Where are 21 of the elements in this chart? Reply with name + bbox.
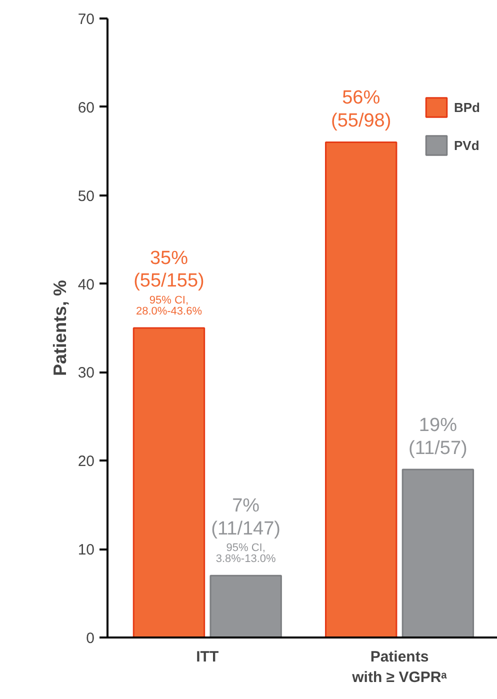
- y-axis-title: Patients, %: [50, 280, 70, 376]
- data-label: 19% (11/57): [408, 414, 468, 459]
- bar: [132, 327, 206, 638]
- y-tick-label: 0: [86, 630, 94, 647]
- legend-label: PVd: [454, 138, 480, 152]
- y-tick-label: 10: [78, 542, 95, 559]
- y-tick-label: 30: [78, 364, 95, 382]
- y-tick-label: 70: [78, 11, 95, 28]
- y-tick-label: 40: [78, 276, 95, 294]
- data-label: 7% (11/147) 95% CI, 3.8%-13.0%: [211, 495, 281, 565]
- legend-label: BPd: [454, 100, 480, 114]
- x-tick-label: ITT: [196, 648, 219, 666]
- bar: [324, 142, 398, 638]
- y-tick-label: 60: [78, 99, 95, 116]
- y-tick-label: 20: [78, 453, 95, 470]
- y-tick-label: 50: [78, 188, 95, 205]
- data-label: 35% (55/155) 95% CI, 28.0%-43.6%: [134, 248, 204, 318]
- bar: [210, 574, 282, 638]
- data-label: 56% (55/98): [330, 88, 392, 132]
- x-tick-label: Patients with ≥ VGPRᵃ: [351, 648, 448, 686]
- bar: [402, 468, 474, 638]
